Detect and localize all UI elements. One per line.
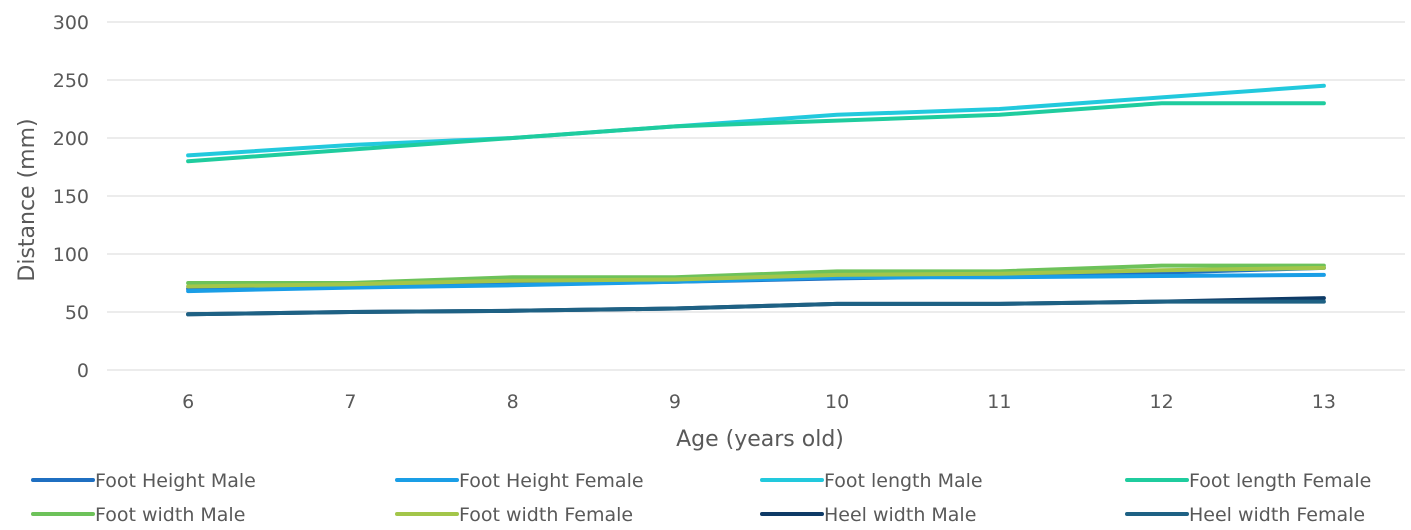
legend-label: Foot Height Female [459, 470, 644, 492]
y-tick-label: 150 [53, 186, 89, 208]
y-axis-ticks: 0 50 100 150 200 250 300 [53, 12, 89, 382]
y-axis-title: Distance (mm) [15, 118, 40, 281]
y-tick-label: 50 [65, 302, 89, 324]
x-tick-label: 13 [1312, 391, 1336, 413]
x-tick-label: 10 [825, 391, 849, 413]
gridlines [107, 21, 1405, 371]
series-line [186, 272, 1326, 294]
legend-item: Heel width Male [760, 504, 976, 526]
legend-label: Foot width Male [95, 504, 245, 526]
legend-item: Foot Height Female [395, 470, 644, 492]
y-tick-label: 200 [53, 128, 89, 150]
series-line [186, 299, 1326, 317]
y-tick-label: 250 [53, 70, 89, 92]
legend-label: Heel width Female [1189, 504, 1365, 526]
x-tick-label: 7 [344, 391, 356, 413]
y-tick-label: 300 [53, 12, 89, 34]
series-line [186, 101, 1326, 164]
x-tick-label: 12 [1150, 391, 1174, 413]
y-tick-label: 0 [77, 360, 89, 382]
x-tick-label: 11 [987, 391, 1011, 413]
legend-item: Foot Height Male [31, 470, 256, 492]
x-tick-label: 6 [182, 391, 194, 413]
x-tick-label: 9 [669, 391, 681, 413]
legend-label: Foot Height Male [95, 470, 256, 492]
legend-item: Foot length Female [1125, 470, 1371, 492]
x-axis-ticks: 6 7 8 9 10 11 12 13 [182, 391, 1336, 413]
legend-label: Heel width Male [824, 504, 976, 526]
x-tick-label: 8 [507, 391, 519, 413]
legend-item: Foot length Male [760, 470, 983, 492]
series-line [186, 265, 1326, 289]
series-line [186, 83, 1326, 158]
legend: Foot Height Male Foot Height Female Foot l… [31, 470, 1371, 526]
legend-item: Foot width Male [31, 504, 245, 526]
legend-label: Foot width Female [459, 504, 633, 526]
legend-label: Foot length Male [824, 470, 983, 492]
series-lines [186, 83, 1326, 317]
legend-item: Heel width Female [1125, 504, 1365, 526]
legend-label: Foot length Female [1189, 470, 1371, 492]
y-tick-label: 100 [53, 244, 89, 266]
legend-item: Foot width Female [395, 504, 633, 526]
x-axis-title: Age (years old) [676, 427, 844, 452]
